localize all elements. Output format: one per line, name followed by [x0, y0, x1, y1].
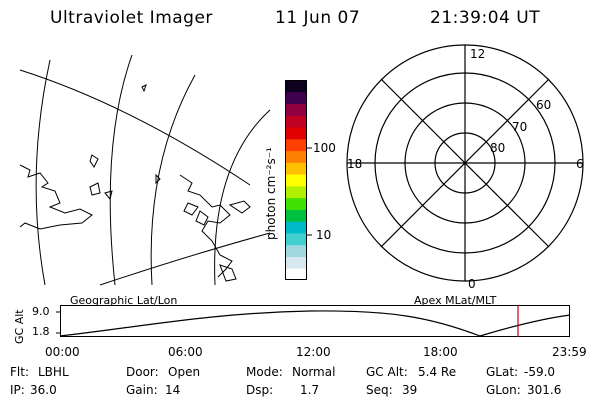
colorbar-stop	[285, 103, 307, 116]
coastline-east	[228, 200, 251, 214]
status-seq-value: 39	[402, 383, 418, 397]
colorbar-tick-label-10: 10	[316, 228, 332, 242]
lat-arc-3	[150, 74, 196, 286]
colorbar-stop	[285, 268, 307, 281]
status-mode-label: Mode:	[246, 365, 283, 379]
colorbar-stop	[285, 80, 307, 93]
mlt-label-0: 0	[468, 277, 476, 291]
timeline-xtick-0600: 06:00	[168, 345, 203, 359]
status-gain-value: 14	[165, 383, 181, 397]
lat-label-60: 60	[536, 98, 552, 112]
colorbar-stop	[285, 197, 307, 210]
timeline-ytick-high: 9.0	[32, 305, 50, 318]
coastline-islands-c	[89, 154, 99, 168]
mlt-line-diag-2	[380, 78, 550, 248]
status-seq-label: Seq:	[366, 383, 393, 397]
coastline-south-islands	[219, 264, 237, 282]
lon-line-1	[19, 69, 251, 186]
coastline-west	[19, 164, 93, 230]
timeline-xtick-1200: 12:00	[296, 345, 331, 359]
mlt-label-18: 18	[347, 157, 363, 171]
status-gcalt-label: GC Alt:	[366, 365, 408, 379]
status-dsp-label: Dsp:	[246, 383, 274, 397]
geographic-map	[19, 54, 271, 286]
apex-caption: Apex MLat/MLT	[414, 294, 497, 307]
status-door-label: Door:	[126, 365, 159, 379]
timeline-ylabel: GC Alt	[13, 309, 26, 344]
timeline-xtick-0000: 00:00	[45, 345, 80, 359]
timeline-xtick-2359: 23:59	[552, 345, 587, 359]
colorbar-stop	[285, 256, 307, 269]
colorbar-unit-label: photon cm⁻²s⁻¹	[264, 147, 278, 240]
time-label: 21:39:04 UT	[430, 8, 541, 28]
coastline-south-patch	[195, 210, 209, 226]
coastline-antarctic	[179, 174, 233, 278]
mlt-label-12: 12	[470, 47, 486, 61]
geographic-caption: Geographic Lat/Lon	[70, 294, 178, 307]
polar-plot	[346, 44, 584, 282]
colorbar-stop	[285, 115, 307, 128]
coastline-shelf	[183, 202, 199, 216]
timeline-plot	[56, 305, 571, 337]
status-glon-value: 301.6	[527, 383, 562, 397]
status-glat-value: -59.0	[524, 365, 556, 379]
coastline-mark-b	[155, 173, 161, 185]
lat-arc-4	[214, 109, 271, 286]
lat-label-70: 70	[512, 120, 528, 134]
lat-arc-1	[35, 59, 51, 286]
status-dsp-value: 1.7	[300, 383, 320, 397]
status-filter-value: LBHL	[38, 365, 69, 379]
status-mode-value: Normal	[292, 365, 336, 379]
colorbar-stop	[285, 138, 307, 152]
status-door-value: Open	[168, 365, 201, 379]
timeline-ytick-low: 1.8	[32, 325, 50, 338]
coastline-mark-a	[141, 84, 147, 93]
lat-arc-2	[109, 54, 133, 286]
colorbar-stop	[285, 150, 307, 163]
altitude-curve	[59, 310, 571, 337]
mlt-label-6: 6	[576, 157, 584, 171]
lat-label-80: 80	[490, 141, 506, 155]
colorbar-stop	[285, 185, 307, 199]
status-glon-label: GLon:	[486, 383, 521, 397]
colorbar-stop	[285, 127, 307, 140]
colorbar-stop	[285, 91, 307, 105]
timeline-xtick-1800: 18:00	[423, 345, 458, 359]
colorbar-stop	[285, 174, 307, 187]
status-gain-label: Gain:	[126, 383, 158, 397]
colorbar-stop	[285, 244, 307, 257]
colorbar	[285, 80, 312, 281]
colorbar-stop	[285, 221, 307, 234]
coastline-islands-b	[104, 190, 113, 201]
status-gcalt-value: 5.4 Re	[418, 365, 457, 379]
status-filter-label: Flt:	[10, 365, 29, 379]
status-glat-label: GLat:	[486, 365, 519, 379]
status-ip-value: 36.0	[30, 383, 57, 397]
coastline-islands-a	[89, 182, 101, 196]
colorbar-stop	[285, 209, 307, 222]
colorbar-stop	[285, 232, 307, 246]
status-ip-label: IP:	[10, 383, 25, 397]
colorbar-tick-label-100: 100	[313, 141, 336, 155]
colorbar-stop	[285, 162, 307, 175]
instrument-title: Ultraviolet Imager	[50, 8, 213, 28]
date-label: 11 Jun 07	[275, 8, 361, 28]
lon-line-2	[99, 232, 271, 286]
